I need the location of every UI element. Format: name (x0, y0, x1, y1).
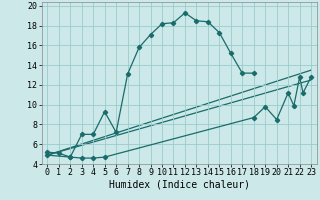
X-axis label: Humidex (Indice chaleur): Humidex (Indice chaleur) (109, 180, 250, 190)
